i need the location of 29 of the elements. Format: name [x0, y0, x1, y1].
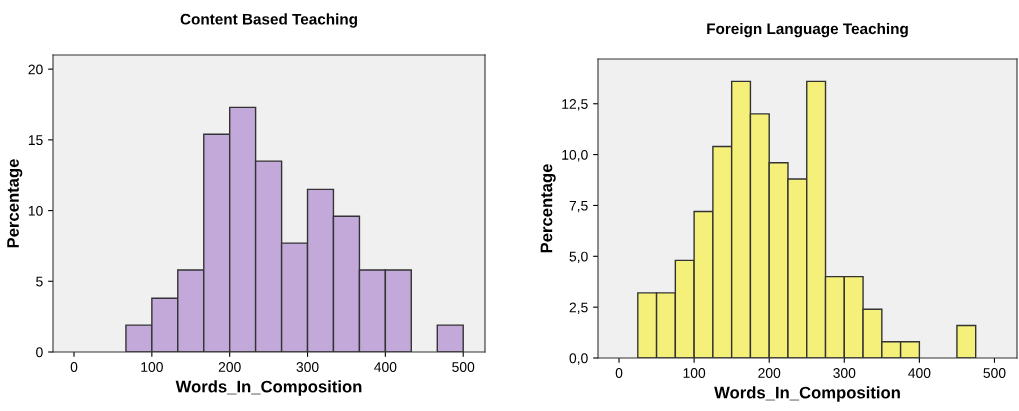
y-tick-label: 12,5: [562, 99, 588, 111]
x-tick-label: 100: [683, 368, 706, 378]
x-axis-title: Words_In_Composition: [175, 380, 362, 396]
y-tick-label: 7,5: [569, 200, 588, 213]
chart-title: Foreign Language Teaching: [707, 22, 908, 38]
x-tick-label: 400: [374, 362, 397, 372]
x-tick-label: 200: [758, 368, 781, 378]
y-tick-label: 0: [36, 347, 43, 358]
y-axis-title: Percentage: [540, 164, 556, 253]
y-tick-label: 15: [28, 135, 43, 146]
x-tick-label: 0: [70, 362, 78, 372]
x-tick-label: 200: [218, 362, 241, 372]
x-tick-label: 500: [452, 362, 475, 372]
y-tick-label: 0,0: [569, 353, 588, 365]
x-tick-label: 300: [833, 368, 856, 378]
y-tick-label: 10: [28, 205, 43, 216]
y-tick-label: 2,5: [569, 302, 588, 314]
x-axis-title: Words_In_Composition: [714, 386, 900, 402]
x-tick-label: 300: [296, 362, 319, 372]
y-tick-label: 20: [28, 64, 43, 75]
y-tick-label: 10,0: [562, 149, 588, 162]
x-tick-label: 500: [983, 368, 1006, 378]
chart-title: Content Based Teaching: [180, 13, 357, 28]
y-tick-label: 5,0: [569, 251, 588, 264]
x-tick-label: 0: [615, 368, 623, 378]
y-axis-title: Percentage: [7, 159, 23, 248]
y-tick-label: 5: [36, 276, 43, 287]
x-tick-label: 100: [141, 362, 163, 372]
x-tick-label: 400: [908, 368, 931, 378]
